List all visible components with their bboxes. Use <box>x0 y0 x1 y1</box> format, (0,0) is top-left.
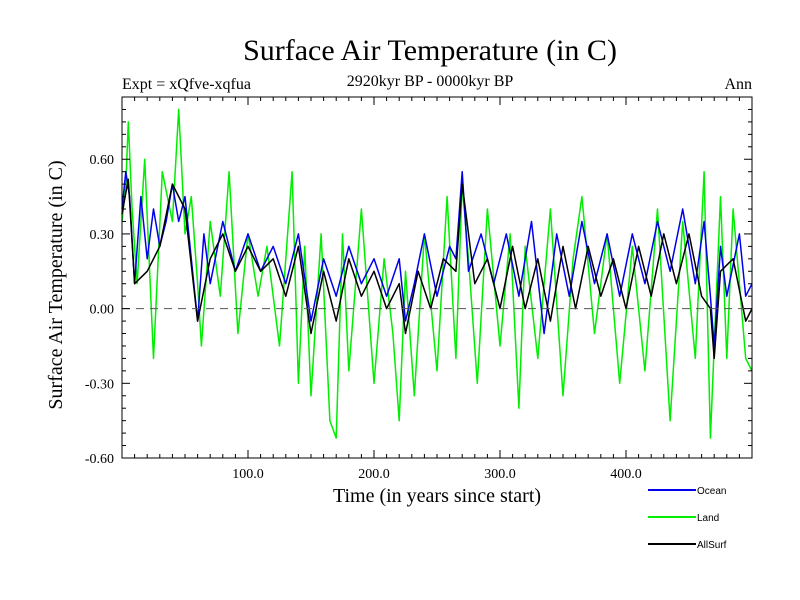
y-tick-label: 0.30 <box>90 228 115 243</box>
x-tick-label: 200.0 <box>358 467 390 482</box>
subtitle-center: 2920kyr BP - 0000kyr BP <box>347 73 514 90</box>
x-axis-label: Time (in years since start) <box>333 485 541 507</box>
y-tick-label: -0.60 <box>85 452 114 467</box>
x-tick-label: 400.0 <box>610 467 642 482</box>
y-tick-label: 0.60 <box>90 153 115 168</box>
x-tick-label: 100.0 <box>232 467 264 482</box>
plot-frame <box>121 96 753 459</box>
series-layer <box>121 108 753 439</box>
chart-title: Surface Air Temperature (in C) <box>243 34 617 67</box>
legend-label-land: Land <box>697 513 719 524</box>
series-allsurf-line <box>121 178 753 360</box>
subtitle-left: Expt = xQfve-xqfua <box>122 76 251 93</box>
y-tick-label: -0.30 <box>85 377 114 392</box>
plot-area: 100.0 200.0 300.0 400.0 0.60 0.30 0.00 -0.30 -0.… <box>85 96 753 482</box>
legend: Ocean Land AllSurf <box>648 486 727 551</box>
series-land-line <box>121 108 753 439</box>
legend-label-ocean: Ocean <box>697 486 726 497</box>
legend-label-allsurf: AllSurf <box>697 540 727 551</box>
x-tick-label: 300.0 <box>484 467 516 482</box>
y-tick-label: 0.00 <box>90 303 115 318</box>
subtitle-right: Ann <box>724 76 752 93</box>
series-ocean-line <box>121 170 753 347</box>
y-axis-label: Surface Air Temperature (in C) <box>45 160 67 409</box>
tick-layer: 100.0 200.0 300.0 400.0 0.60 0.30 0.00 -0.30 -0.… <box>85 96 752 482</box>
